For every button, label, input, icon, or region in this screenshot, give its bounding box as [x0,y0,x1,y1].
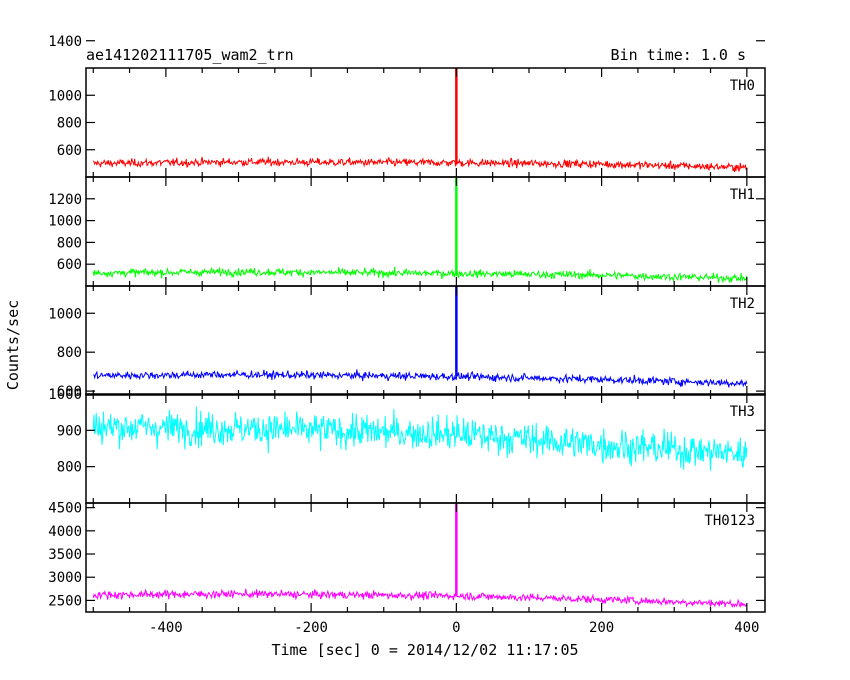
y-tick-label: 4500 [48,501,82,517]
y-tick-label: 3000 [48,570,82,586]
y-tick-label: 1000 [48,88,82,104]
series-label: TH3 [730,404,755,420]
y-tick-label: 3500 [48,547,82,563]
series-line-th2 [93,369,748,388]
series-line-th3 [92,406,748,471]
x-tick-label: -400 [149,620,183,636]
y-tick-label: 600 [57,384,82,400]
y-tick-label: 1400 [48,34,82,50]
y-tick-label: 800 [57,116,82,132]
y-axis-label: Counts/sec [4,300,22,390]
y-tick-label: 800 [57,345,82,361]
x-tick-label: 400 [734,620,759,636]
chart-title: ae141202111705_wam2_trn [86,46,294,64]
panels: 1000 800 600 1400 TH0 1200 1000 800 600 TH1 1000 80… [48,34,766,636]
series-label: TH0123 [704,513,755,529]
y-tick-label: 600 [57,143,82,159]
y-tick-label: 1000 [48,214,82,230]
y-tick-label: 600 [57,257,82,273]
y-tick-label: 900 [57,423,82,439]
panel-th0123: 4500 4000 3500 3000 2500 TH0123 [48,501,766,613]
y-tick-label: 2500 [48,593,82,609]
x-tick-label: 200 [589,620,614,636]
series-label: TH1 [730,187,755,203]
panel-th3: 1000 900 800 TH3 [48,387,766,504]
series-line-th0123 [92,588,748,608]
panel-frame [85,502,766,613]
y-tick-label: 1000 [48,387,82,403]
panel-th1: 1200 1000 800 600 TH1 [48,176,766,287]
y-tick-label: 4000 [48,524,82,540]
series-label: TH0 [730,78,755,94]
x-tick-label: -200 [294,620,328,636]
panel-th2: 1000 800 600 TH2 [48,285,766,400]
series-line-th1 [92,266,748,284]
x-axis-label: Time [sec] 0 = 2014/12/02 11:17:05 [271,641,578,659]
x-tick-label: 0 [452,620,460,636]
y-tick-label: 800 [57,235,82,251]
panel-frame [85,285,766,396]
bin-time-label: Bin time: 1.0 s [611,46,746,64]
panel-frame [85,176,766,287]
y-tick-label: 1000 [48,306,82,322]
series-label: TH2 [730,296,755,312]
series-line-th0 [92,156,748,172]
panel-frame [85,67,766,178]
y-tick-label: 800 [57,460,82,476]
y-tick-label: 1200 [48,192,82,208]
